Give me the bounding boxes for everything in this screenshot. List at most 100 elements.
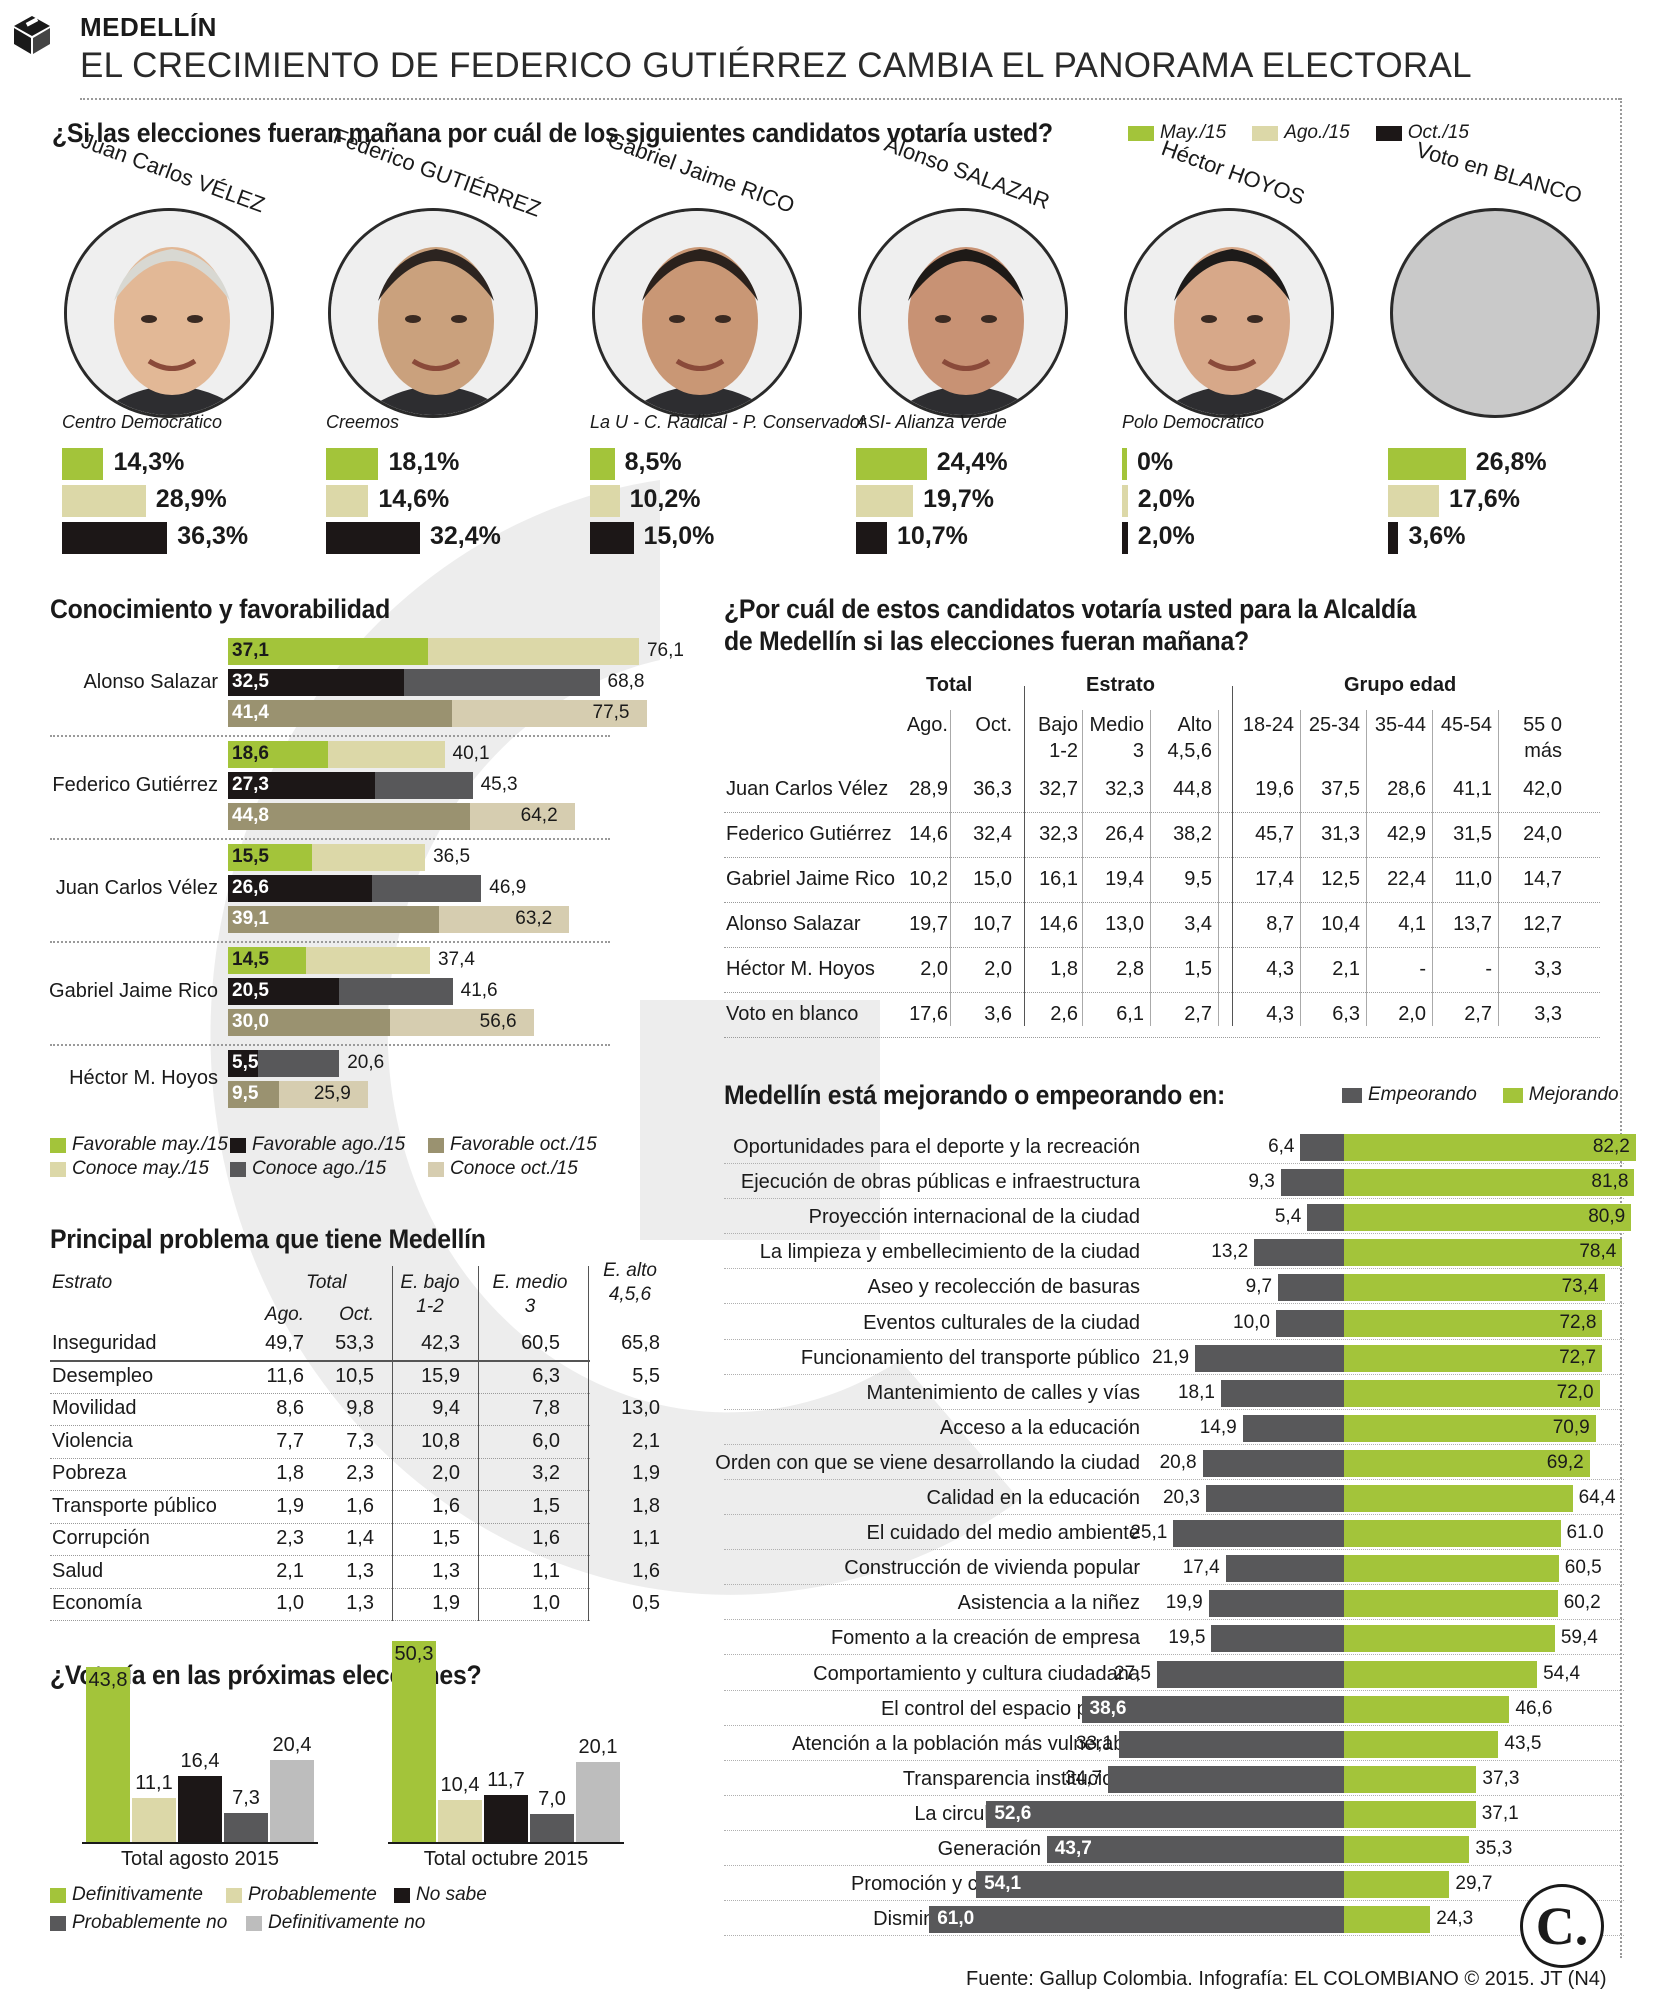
row-divider: [724, 1163, 1624, 1164]
empeorando-value: 14,9: [1199, 1416, 1237, 1438]
legend-swatch: [428, 1137, 444, 1153]
header-medio: E. medio: [492, 1272, 568, 1293]
favorable-value: 30,0: [232, 1011, 269, 1032]
candidate-bar: [590, 485, 620, 517]
problem-value: 7,3: [346, 1429, 374, 1452]
favorable-bar: [228, 1009, 390, 1036]
table-cell: 19,4: [1105, 868, 1144, 890]
empeorando-value: 54,1: [984, 1873, 1022, 1895]
table-cell: 28,6: [1387, 778, 1426, 800]
legend-swatch: [50, 1915, 66, 1931]
vote-bar: [86, 1666, 130, 1842]
mejorando-value: 72,7: [1559, 1346, 1597, 1368]
mejorando-value: 73,4: [1561, 1276, 1599, 1298]
mejorando-value: 29,7: [1455, 1873, 1493, 1895]
problem-value: 7,8: [532, 1397, 560, 1419]
favorable-bar: [228, 978, 339, 1005]
improve-category: Asistencia a la niñez: [957, 1592, 1140, 1615]
row-divider: [50, 1457, 590, 1459]
candidate-value: 26,8%: [1475, 448, 1547, 476]
legend-swatch: [230, 1137, 246, 1153]
improve-category: Atención a la población más vulnerable: [792, 1732, 1140, 1755]
vote-legend: Definitivamente Probablemente No sabe Pr…: [50, 1884, 670, 1938]
mayor-table-title-2: de Medellín si las elecciones fueran mañ…: [724, 626, 1249, 656]
vote-value: 20,1: [578, 1735, 618, 1758]
row-divider: [724, 1935, 1624, 1937]
legend-con-may: Conoce may./15: [72, 1158, 209, 1179]
candidate-value: 0%: [1137, 448, 1174, 476]
table-row-name: Juan Carlos Vélez: [726, 778, 889, 800]
column-header-sub: 3: [1132, 740, 1144, 762]
table-cell: 32,3: [1039, 823, 1078, 845]
problem-value: 2,3: [346, 1462, 374, 1484]
vote-bar: [484, 1795, 528, 1842]
candidate-bar: [1388, 485, 1440, 517]
table-cell: 26,4: [1105, 823, 1144, 845]
improve-category: Oportunidades para el deporte y la recre…: [733, 1136, 1140, 1158]
favorability-candidate: Federico Gutiérrez: [52, 773, 218, 796]
legend-empeorando: Empeorando: [1368, 1084, 1477, 1105]
vote-category: Total agosto 2015: [121, 1848, 279, 1870]
empeorando-value: 38,6: [1089, 1697, 1127, 1719]
empeorando-value: 33,1: [1075, 1732, 1113, 1754]
empeorando-value: 13,2: [1211, 1241, 1249, 1263]
favorable-bar: [228, 875, 372, 902]
row-divider: [724, 1619, 1624, 1621]
column-header-sub: 4,5,6: [1167, 740, 1212, 762]
mejorando-bar: [1344, 1800, 1476, 1828]
table-cell: 2,7: [1464, 1003, 1492, 1025]
column-header: Alto: [1177, 714, 1212, 736]
mejorando-bar: [1344, 1134, 1636, 1161]
table-cell: 2,7: [1184, 1003, 1212, 1025]
row-divider: [724, 1408, 1624, 1410]
mejorando-value: 46,6: [1515, 1697, 1553, 1719]
mejorando-value: 60,2: [1563, 1592, 1601, 1614]
table-cell: 17,4: [1255, 868, 1294, 890]
column-separator: [1498, 710, 1499, 1026]
favorable-bar: [228, 1081, 280, 1108]
favorable-bar: [228, 700, 452, 727]
problem-value: 1,9: [432, 1592, 460, 1614]
problem-value: 9,8: [346, 1397, 374, 1419]
problem-value: 8,6: [276, 1397, 304, 1419]
empeorando-value: 20,3: [1162, 1487, 1200, 1508]
table-cell: 13,0: [1105, 913, 1144, 935]
table-cell: 13,7: [1453, 913, 1492, 935]
mejorando-bar: [1344, 1169, 1635, 1197]
empeorando-value: 61,0: [937, 1908, 975, 1930]
vote-bar: [530, 1814, 574, 1842]
row-divider: [724, 1584, 1624, 1586]
problem-name: Violencia: [52, 1429, 133, 1452]
table-row-name: Héctor M. Hoyos: [726, 958, 875, 980]
mejorando-value: 72,8: [1559, 1311, 1597, 1333]
vote-baseline: [82, 1842, 318, 1844]
party-label: ASI- Alianza Verde: [856, 412, 1007, 432]
empeorando-bar: [1118, 1730, 1344, 1758]
party-label: Creemos: [326, 412, 400, 432]
mejorando-value: 80,9: [1588, 1206, 1626, 1228]
candidate-bar: [1388, 522, 1399, 554]
empeorando-value: 27,5: [1114, 1662, 1151, 1684]
row-divider: [724, 1900, 1624, 1902]
improve-category: El cuidado del medio ambiente: [866, 1522, 1140, 1545]
empeorando-bar: [1220, 1379, 1344, 1407]
header-oct: Oct.: [339, 1304, 374, 1325]
table-cell: 32,7: [1039, 778, 1078, 800]
column-separator: [1024, 686, 1025, 1026]
legend-may: May./15: [1160, 122, 1227, 143]
conoce-value: 64,2: [520, 805, 558, 826]
section-label: MEDELLÍN: [80, 12, 217, 42]
problem-value: 1,6: [346, 1494, 374, 1517]
favorable-bar: [228, 772, 376, 799]
table-cell: 10,2: [909, 868, 948, 890]
table-cell: 2,0: [984, 958, 1012, 980]
table-cell: 2,8: [1116, 958, 1144, 980]
candidate-value: 18,1%: [388, 448, 460, 476]
vote-value: 7,3: [232, 1786, 260, 1809]
mejorando-value: 82,2: [1592, 1136, 1630, 1157]
legend-may-swatch: [1128, 125, 1154, 141]
table-cell: 14,7: [1523, 868, 1562, 890]
candidate-value: 36,3%: [177, 522, 249, 550]
problem-value: 1,5: [432, 1527, 460, 1549]
divider: [50, 838, 610, 840]
